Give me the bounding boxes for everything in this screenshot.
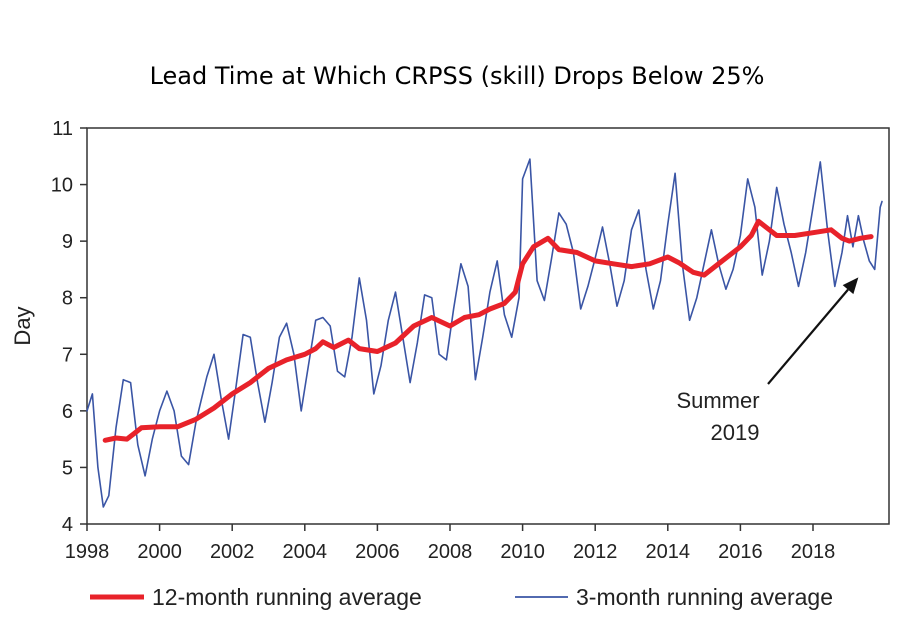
annotation-text-line2: 2019 — [711, 420, 760, 445]
y-tick-label: 8 — [62, 288, 73, 310]
x-tick-label: 1998 — [65, 541, 110, 563]
series-line-12-month — [102, 218, 874, 443]
x-tick-label: 2016 — [718, 541, 763, 563]
x-tick-label: 2014 — [646, 541, 691, 563]
annotation-text-line1: Summer — [676, 388, 759, 413]
x-tick-label: 2002 — [210, 541, 255, 563]
legend-label-3-month: 3-month running average — [576, 584, 833, 610]
y-tick-label: 9 — [62, 231, 73, 253]
series-line-3-month — [86, 158, 883, 508]
annotation: Summer 2019 — [676, 277, 859, 445]
y-tick-label: 5 — [62, 457, 73, 479]
x-tick-label: 2006 — [355, 541, 400, 563]
legend-label-12-month: 12-month running average — [152, 584, 422, 610]
annotation-arrowhead — [842, 277, 859, 295]
plot-frame — [86, 127, 890, 525]
x-axis: 1998 2000 2002 2004 2006 2008 2010 2012 2014 2016… — [65, 524, 836, 563]
y-tick-label: 4 — [62, 514, 73, 536]
annotation-arrow — [767, 288, 849, 385]
x-tick-label: 2012 — [573, 541, 618, 563]
chart-title: Lead Time at Which CRPSS (skill) Drops B… — [149, 62, 765, 90]
series-layer — [86, 158, 883, 508]
y-tick-label: 11 — [52, 118, 73, 140]
x-tick-label: 2004 — [283, 541, 328, 563]
x-tick-label: 2018 — [791, 541, 836, 563]
x-tick-label: 2000 — [137, 541, 182, 563]
x-tick-label: 2008 — [428, 541, 473, 563]
y-tick-label: 7 — [62, 344, 73, 366]
y-tick-label: 10 — [51, 175, 73, 197]
x-tick-label: 2010 — [500, 541, 545, 563]
legend: 12-month running average 3-month running… — [90, 584, 833, 610]
y-tick-label: 6 — [62, 401, 73, 423]
y-axis-title: Day — [10, 306, 35, 345]
y-axis: 4 5 6 7 8 9 10 11 — [51, 118, 87, 536]
